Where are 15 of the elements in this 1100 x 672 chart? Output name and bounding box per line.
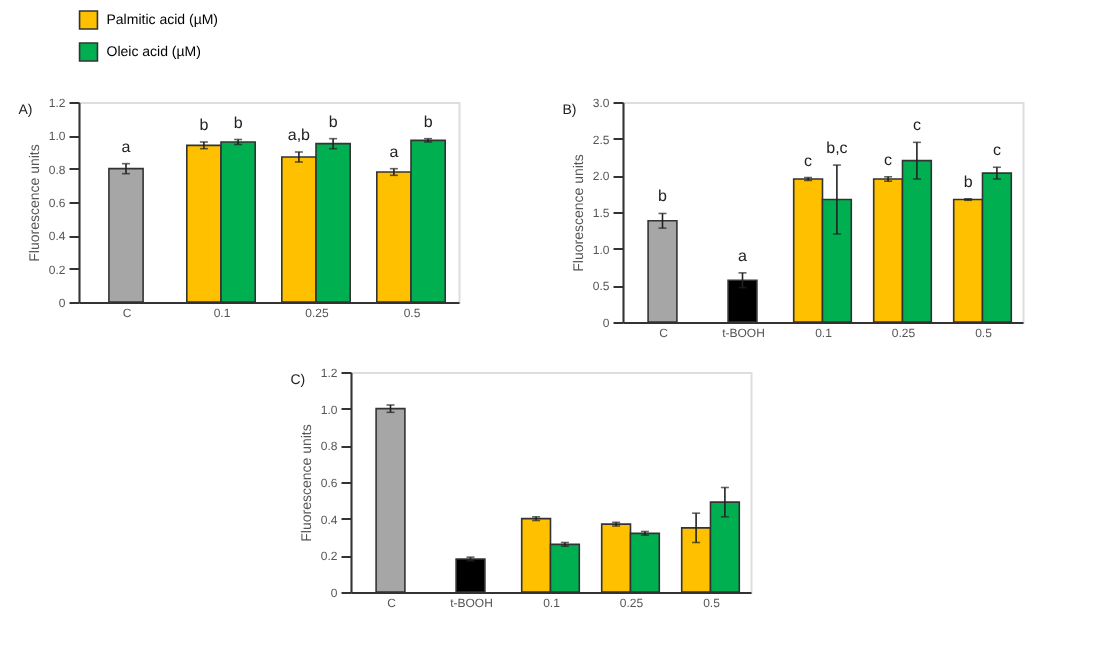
annotation: a — [121, 137, 132, 156]
annotation: b,c — [826, 139, 848, 158]
annotation: b — [328, 112, 339, 131]
annotation: c — [804, 151, 813, 170]
annotation: a — [738, 246, 749, 265]
annotation: c — [992, 141, 1001, 160]
annotation: b — [963, 172, 974, 191]
annotation: b — [423, 112, 434, 131]
annotation: c — [912, 116, 921, 135]
annotation: b — [233, 113, 244, 132]
annotation: c — [884, 150, 893, 169]
annotation: a — [389, 142, 400, 161]
annotation: a,b — [287, 126, 312, 144]
annotation: b — [199, 116, 210, 134]
annotation: b — [658, 187, 669, 206]
